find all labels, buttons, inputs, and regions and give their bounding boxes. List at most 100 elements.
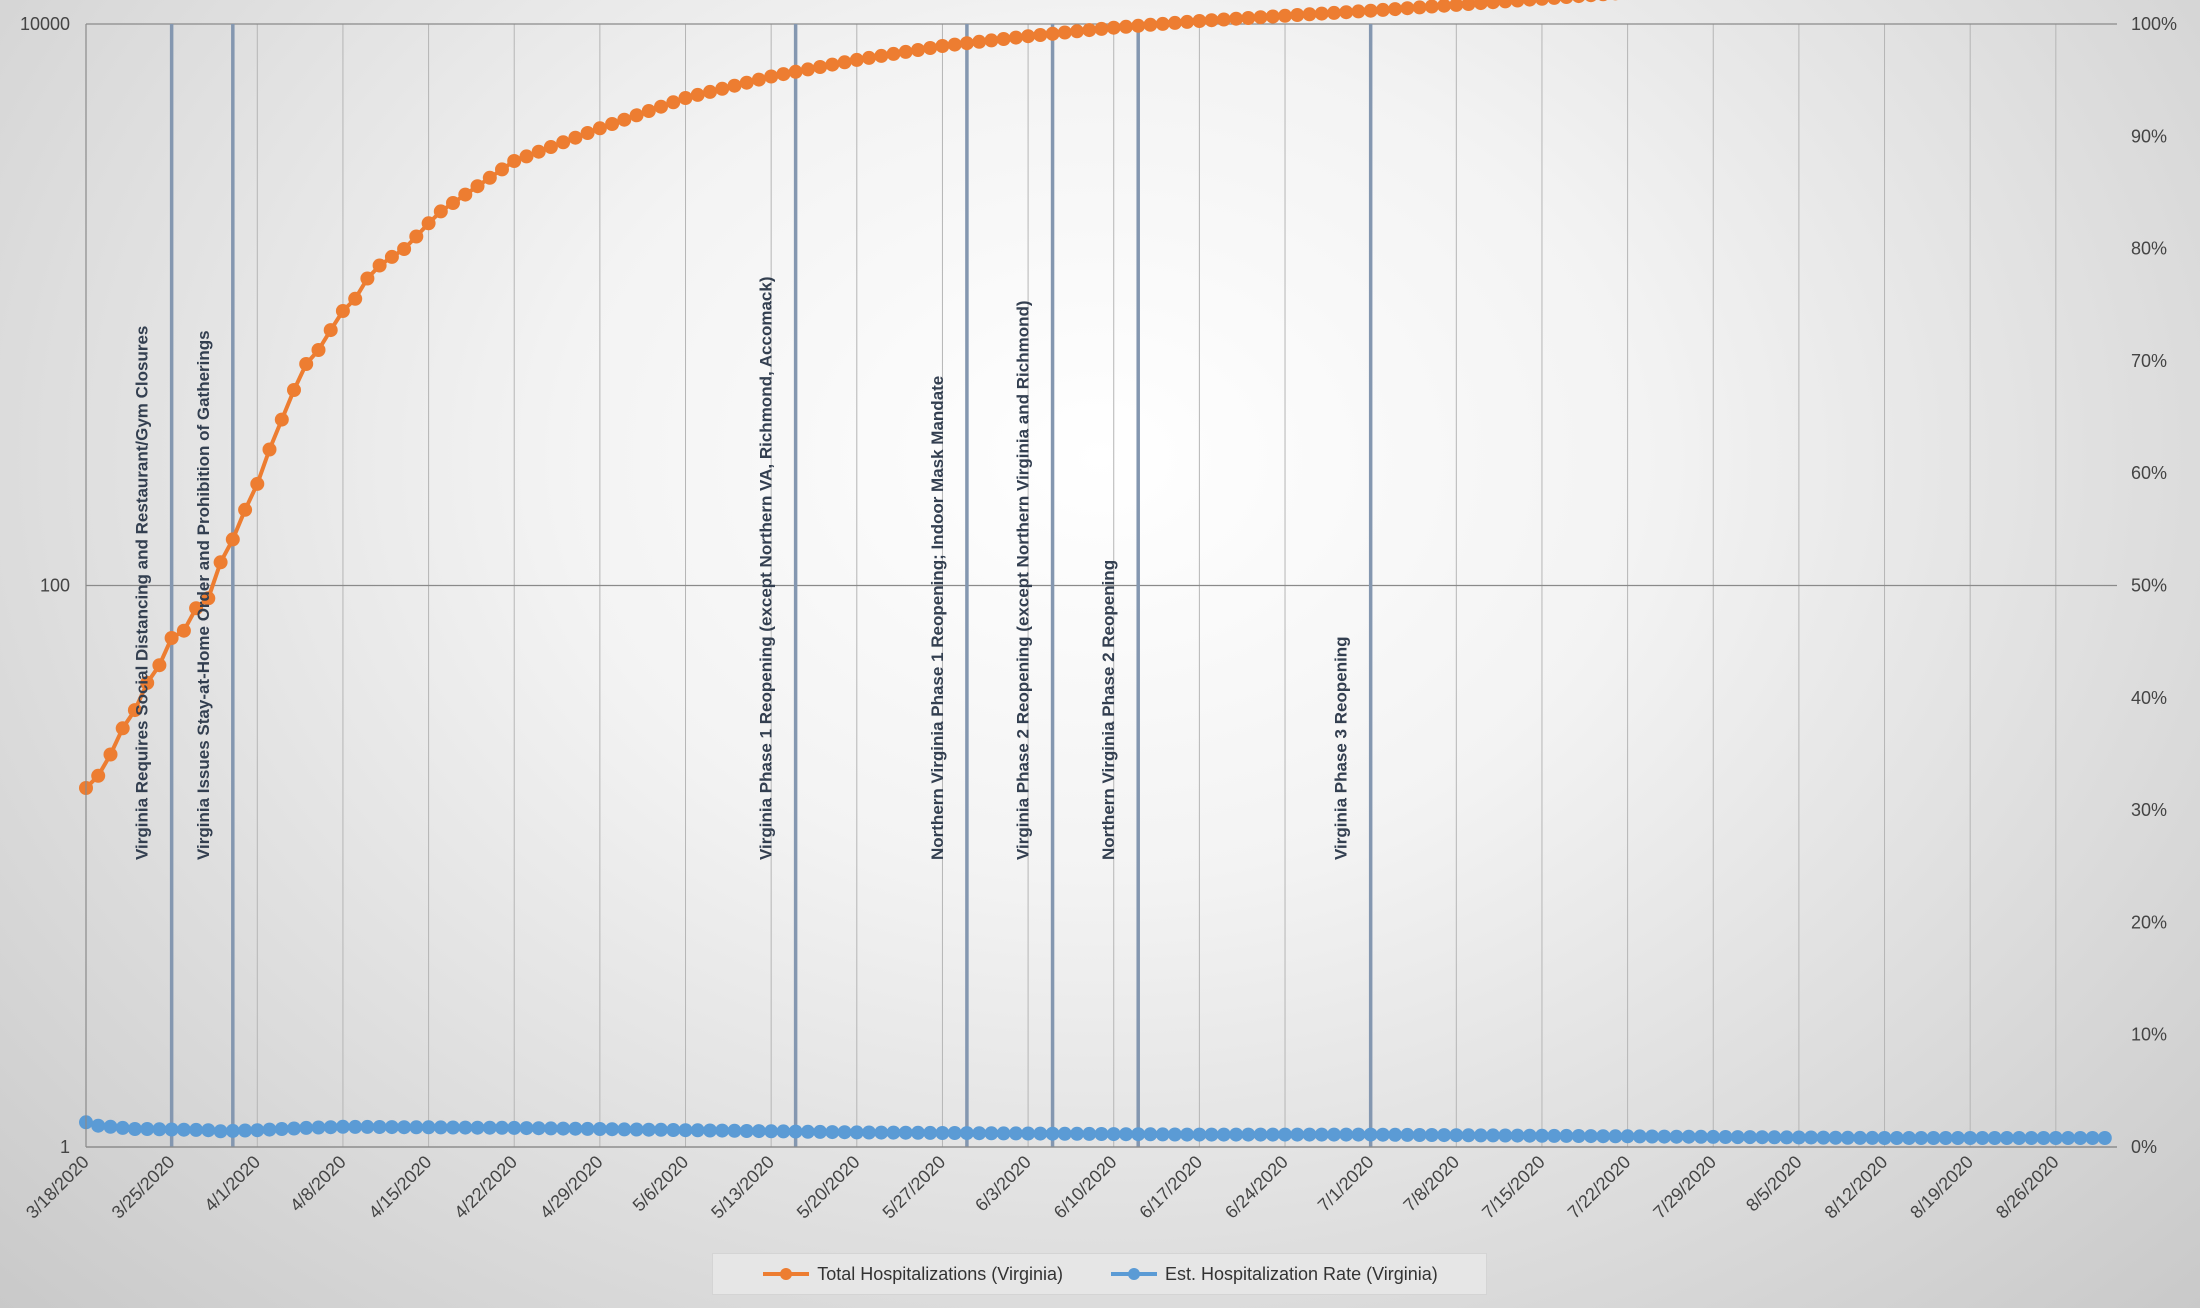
data-point-hospitalization-rate [201,1123,216,1138]
data-point-hospitalization-rate [2012,1131,2027,1145]
data-point-hospitalization-rate [1840,1130,1855,1145]
data-point-hospitalization-rate [531,1121,546,1136]
data-point-total-hospitalizations [1388,2,1403,17]
data-point-total-hospitalizations [592,121,607,136]
series [79,0,2112,1145]
data-point-total-hospitalizations [666,95,681,110]
x-tick-label: 7/1/2020 [1314,1152,1378,1216]
data-point-hospitalization-rate [1131,1127,1146,1142]
data-point-hospitalization-rate [703,1123,717,1138]
data-point-hospitalization-rate [1388,1127,1403,1142]
data-point-total-hospitalizations [127,703,142,718]
data-point-hospitalization-rate [1804,1130,1819,1145]
data-point-hospitalization-rate [372,1120,387,1134]
x-tick-label: 8/12/2020 [1821,1152,1892,1223]
data-point-total-hospitalizations [115,721,130,736]
data-point-hospitalization-rate [1119,1127,1133,1142]
data-point-hospitalization-rate [1926,1131,1941,1145]
data-point-total-hospitalizations [470,179,485,194]
data-point-total-hospitalizations [972,34,987,49]
x-tick-label: 8/26/2020 [1992,1152,2063,1223]
data-point-hospitalization-rate [947,1126,962,1140]
data-point-hospitalization-rate [360,1119,375,1134]
data-point-hospitalization-rate [470,1120,485,1135]
data-point-hospitalization-rate [1718,1130,1733,1144]
data-point-hospitalization-rate [800,1124,815,1139]
data-point-total-hospitalizations [764,69,779,84]
y-left-tick-label: 1 [60,1137,70,1157]
x-tick-label: 8/5/2020 [1742,1152,1806,1216]
data-point-total-hospitalizations [1585,0,1596,3]
data-point-total-hospitalizations [1424,0,1439,14]
data-point-total-hospitalizations [923,41,938,55]
data-point-hospitalization-rate [1657,1129,1672,1144]
x-tick-label: 7/15/2020 [1478,1152,1549,1223]
data-point-total-hospitalizations [1473,0,1488,11]
data-point-total-hospitalizations [262,442,277,457]
data-point-total-hospitalizations [886,46,901,61]
data-point-hospitalization-rate [1779,1130,1794,1145]
data-point-hospitalization-rate [1632,1129,1647,1144]
data-point-hospitalization-rate [592,1122,607,1136]
data-point-hospitalization-rate [164,1122,179,1137]
data-point-hospitalization-rate [1510,1128,1525,1143]
data-point-total-hospitalizations [360,271,375,286]
data-point-hospitalization-rate [935,1126,950,1140]
data-point-hospitalization-rate [641,1122,656,1137]
data-point-total-hospitalizations [1339,5,1354,20]
event-annotation-label: Northern Virginia Phase 2 Reopening [1099,560,1118,860]
data-point-hospitalization-rate [1143,1127,1158,1142]
data-point-hospitalization-rate [1424,1128,1439,1142]
data-point-hospitalization-rate [690,1123,705,1138]
data-point-total-hospitalizations [678,91,693,105]
data-point-hospitalization-rate [1608,1129,1623,1144]
data-point-total-hospitalizations [335,304,350,318]
data-point-total-hospitalizations [1302,7,1317,22]
data-point-hospitalization-rate [1180,1127,1195,1142]
data-point-total-hospitalizations [1094,21,1109,36]
data-point-hospitalization-rate [1743,1130,1757,1145]
data-point-total-hospitalizations [825,57,840,72]
data-point-total-hospitalizations [458,187,473,202]
data-point-total-hospitalizations [1119,19,1133,34]
data-point-hospitalization-rate [739,1124,754,1138]
data-point-hospitalization-rate [1290,1127,1305,1142]
data-point-hospitalization-rate [1816,1130,1831,1145]
data-point-hospitalization-rate [335,1119,350,1134]
data-point-hospitalization-rate [849,1125,864,1140]
data-point-hospitalization-rate [1302,1127,1317,1142]
data-point-hospitalization-rate [1975,1131,1990,1145]
data-point-hospitalization-rate [1620,1129,1635,1144]
event-annotation-label: Virginia Phase 3 Reopening [1332,636,1351,860]
data-point-hospitalization-rate [727,1123,742,1138]
data-point-hospitalization-rate [984,1126,999,1141]
data-point-hospitalization-rate [1167,1127,1182,1142]
x-tick-label: 4/15/2020 [365,1152,436,1223]
data-point-hospitalization-rate [1559,1128,1574,1143]
x-tick-label: 3/18/2020 [22,1152,93,1223]
data-point-total-hospitalizations [287,383,301,397]
data-point-hospitalization-rate [1278,1127,1292,1142]
data-point-hospitalization-rate [127,1122,142,1136]
data-point-total-hospitalizations [556,135,571,150]
data-point-total-hospitalizations [1572,0,1585,4]
data-point-hospitalization-rate [176,1122,191,1137]
data-point-total-hospitalizations [1449,0,1464,12]
x-tick-label: 4/22/2020 [450,1152,521,1223]
data-point-total-hospitalizations [1008,30,1023,45]
y-right-tick-label: 40% [2131,688,2167,708]
data-point-total-hospitalizations [1045,26,1060,41]
data-point-total-hospitalizations [727,78,742,93]
data-point-total-hospitalizations [617,112,632,127]
data-point-total-hospitalizations [189,601,204,616]
data-point-hospitalization-rate [1461,1128,1476,1143]
data-point-total-hospitalizations [91,768,106,783]
data-point-total-hospitalizations [1204,13,1219,28]
data-point-total-hospitalizations [323,323,338,338]
y-right-tick-label: 30% [2131,800,2167,820]
data-point-hospitalization-rate [409,1120,424,1135]
data-point-total-hospitalizations [1241,11,1256,25]
data-point-total-hospitalizations [568,130,583,145]
